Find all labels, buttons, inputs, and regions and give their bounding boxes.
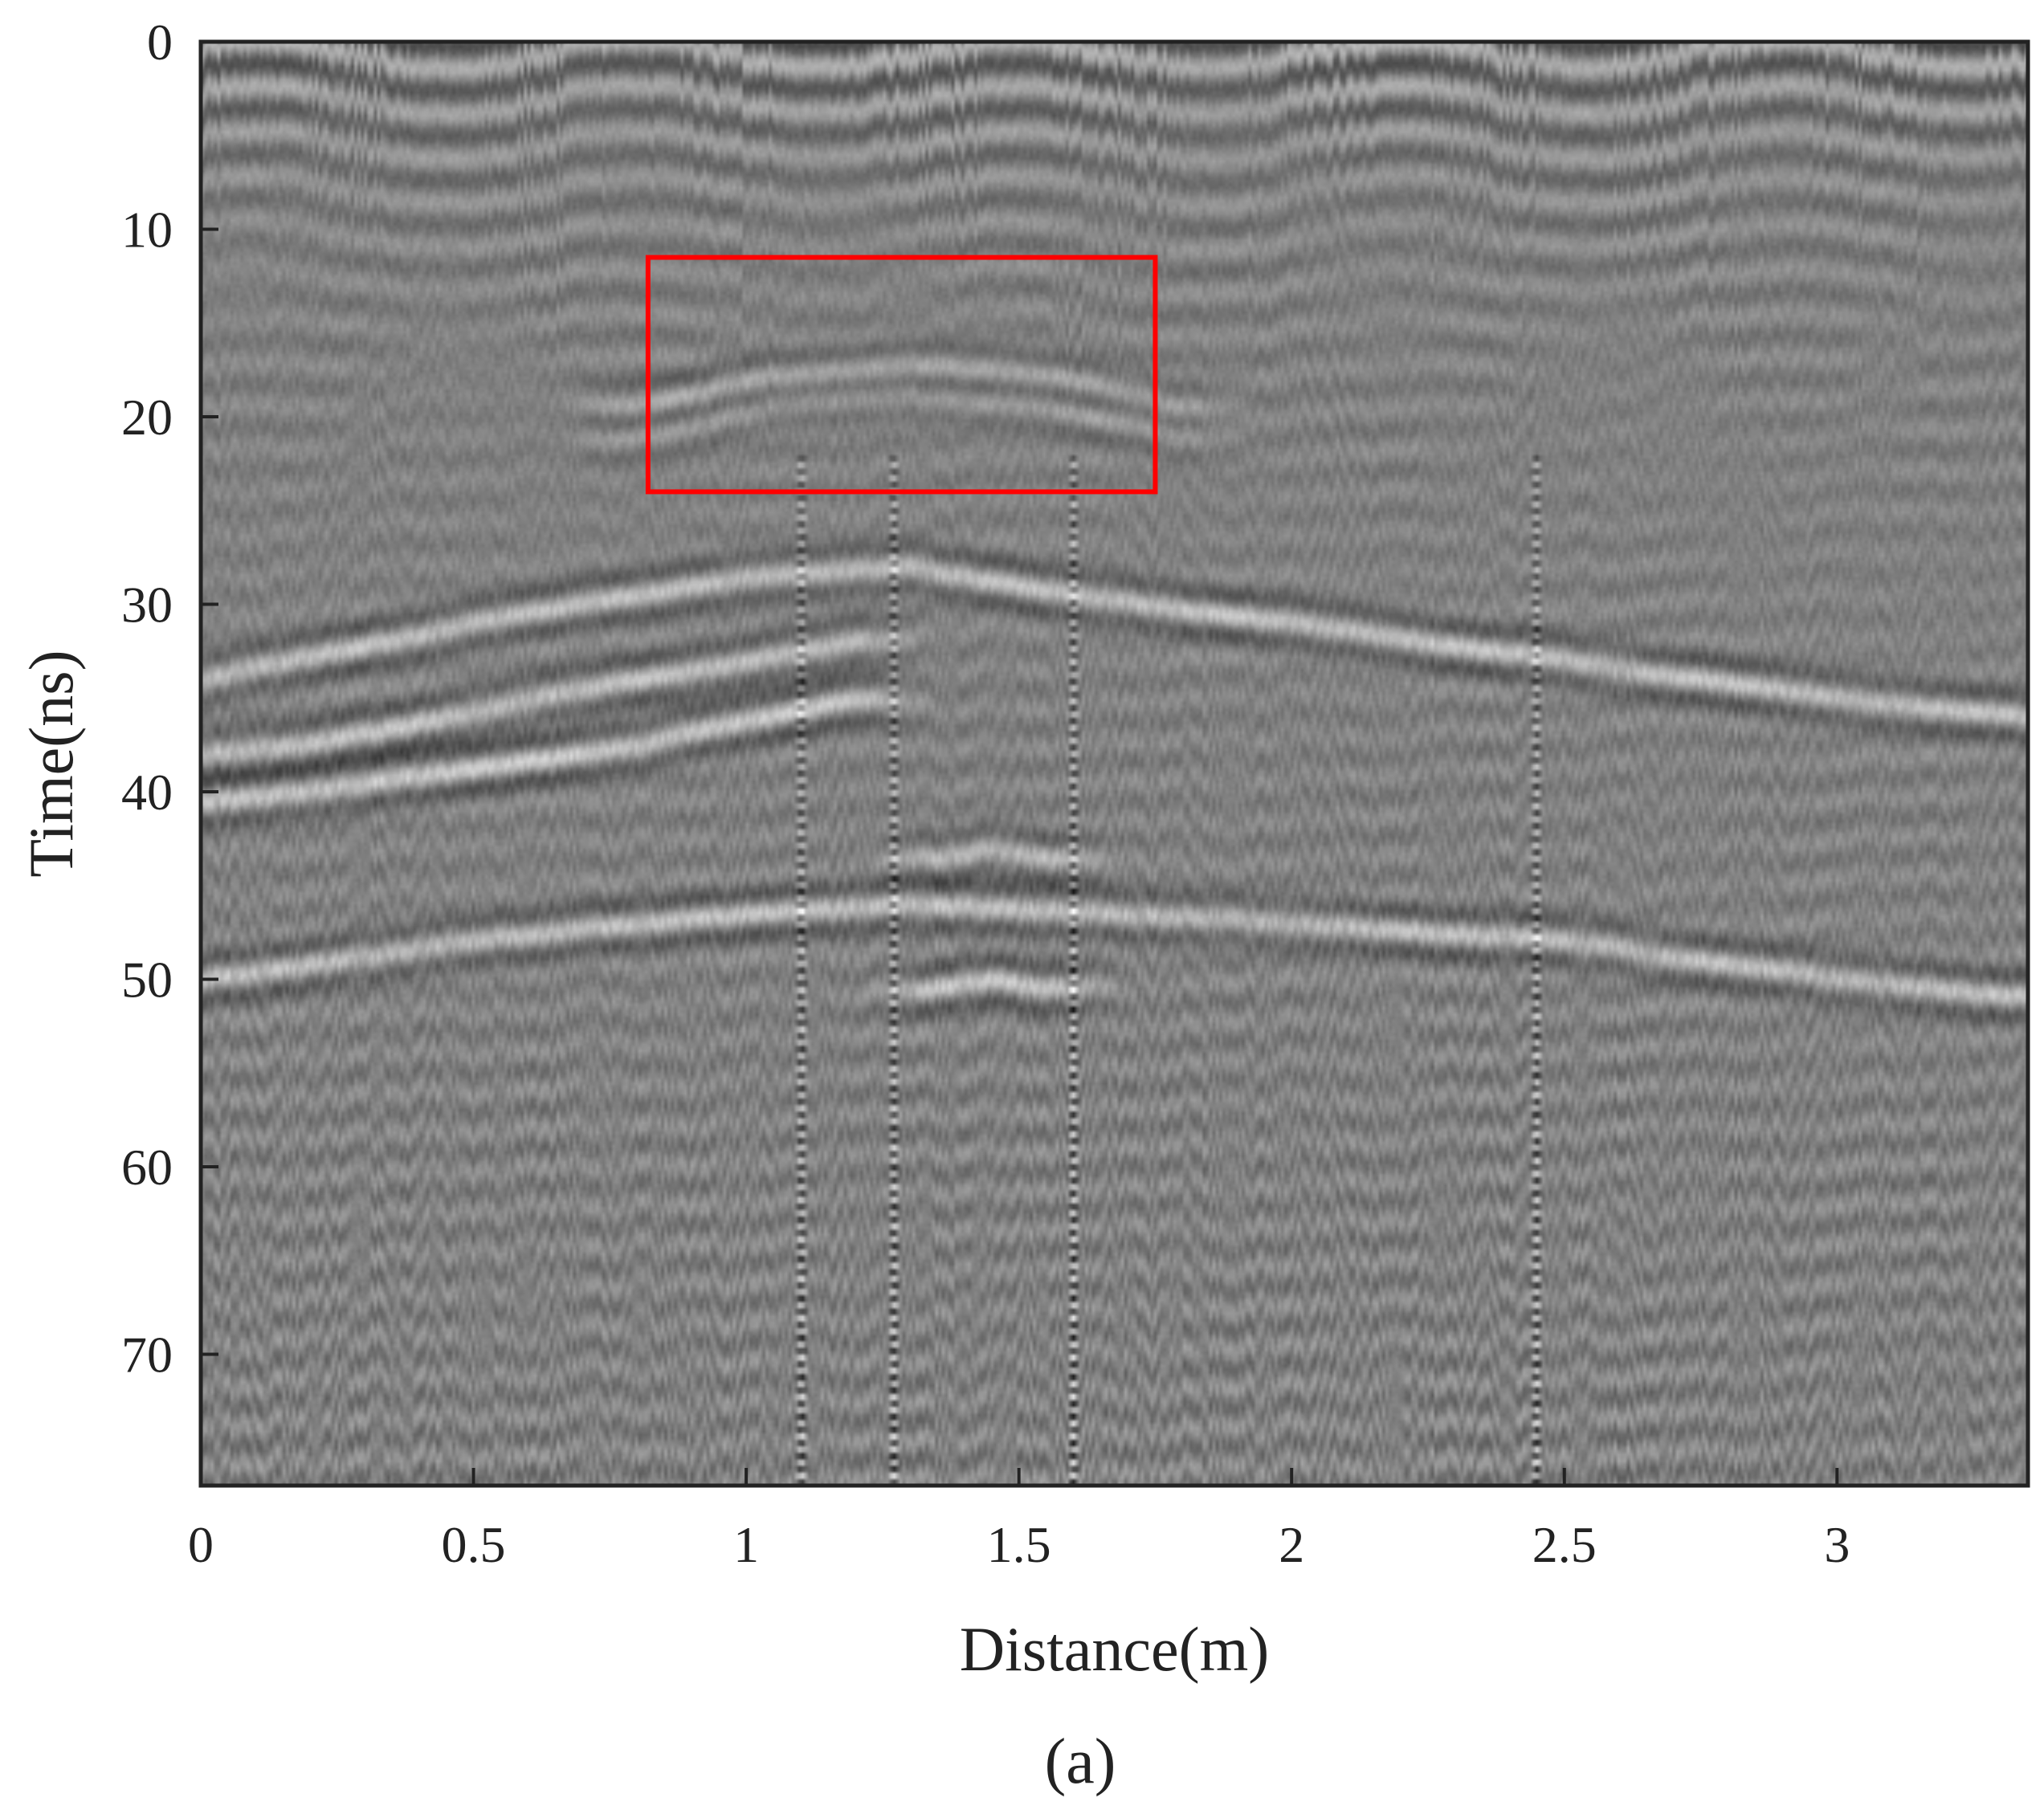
x-tick-label: 3 bbox=[1824, 1516, 1850, 1573]
x-tick-label: 1.5 bbox=[987, 1516, 1051, 1573]
x-tick-label: 0.5 bbox=[442, 1516, 506, 1573]
x-axis-ticks: 0 0.5 1 1.5 2 2.5 3 bbox=[188, 1468, 1850, 1573]
x-axis-label: Distance(m) bbox=[960, 1614, 1270, 1684]
y-axis-ticks: 0 10 20 30 40 50 60 70 bbox=[121, 14, 218, 1384]
y-tick-label: 50 bbox=[121, 952, 173, 1009]
y-tick-label: 40 bbox=[121, 764, 173, 821]
highlight-rectangle-0 bbox=[645, 255, 1158, 495]
x-tick-label: 0 bbox=[188, 1516, 214, 1573]
y-tick-label: 60 bbox=[121, 1139, 173, 1196]
annotations bbox=[645, 255, 1158, 495]
plot-area bbox=[201, 42, 2028, 1486]
x-tick-label: 2 bbox=[1279, 1516, 1304, 1573]
x-tick-label: 1 bbox=[733, 1516, 759, 1573]
radargram-image bbox=[201, 42, 2028, 1486]
y-tick-label: 10 bbox=[121, 202, 173, 259]
y-axis-label: Time(ns) bbox=[16, 650, 86, 877]
y-tick-label: 0 bbox=[147, 14, 173, 71]
y-tick-label: 30 bbox=[121, 577, 173, 634]
x-tick-label: 2.5 bbox=[1532, 1516, 1597, 1573]
y-tick-label: 70 bbox=[121, 1327, 173, 1384]
figure-caption: (a) bbox=[1045, 1726, 1116, 1797]
y-tick-label: 20 bbox=[121, 389, 173, 446]
axes-frame bbox=[198, 39, 2030, 1488]
